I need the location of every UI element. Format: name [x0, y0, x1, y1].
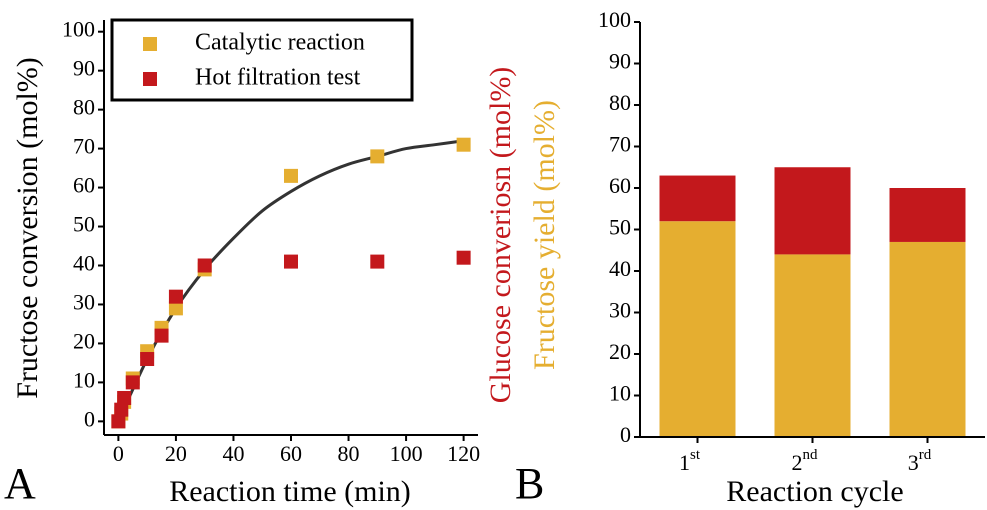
point — [114, 402, 129, 417]
point — [168, 301, 183, 316]
bar-segment — [889, 188, 966, 242]
y-tick-label: 40 — [73, 251, 95, 276]
point — [197, 258, 212, 273]
point — [154, 328, 169, 343]
y-axis-label: Fructose yield (mol%) — [528, 100, 561, 370]
x-tick-sup: rd — [919, 447, 932, 463]
bar-segment — [659, 175, 736, 222]
x-tick-label: 0 — [113, 441, 124, 466]
point — [117, 390, 132, 405]
y-tick-label: 50 — [609, 215, 631, 240]
y-tick-label: 80 — [609, 90, 631, 115]
y-tick-label: 100 — [62, 17, 95, 42]
bar-segment — [774, 167, 851, 255]
y-tick-label: 50 — [73, 212, 95, 237]
point — [125, 375, 140, 390]
y-tick-label: 20 — [609, 339, 631, 364]
x-tick-sup: nd — [803, 447, 819, 463]
x-tick-label: 3rd — [908, 447, 932, 475]
point — [370, 149, 385, 164]
x-tick-label: 100 — [390, 441, 423, 466]
x-tick-label: 40 — [222, 441, 244, 466]
panel-letter: B — [515, 459, 544, 508]
y-tick-label: 10 — [73, 367, 95, 392]
y-tick-label: 40 — [609, 256, 631, 281]
y-tick-label: 80 — [73, 95, 95, 120]
y-tick-label: 0 — [84, 406, 95, 431]
x-tick-label: 60 — [280, 441, 302, 466]
legend-label: Catalytic reaction — [195, 30, 365, 56]
y-axis-label: Glucose converiosn (mol%) — [484, 67, 517, 404]
point — [284, 254, 298, 269]
point — [284, 168, 298, 183]
x-tick-sup: st — [690, 447, 701, 463]
point — [140, 352, 155, 367]
fit-line — [117, 139, 464, 422]
x-axis-label: Reaction cycle — [726, 475, 903, 508]
point — [370, 254, 385, 269]
y-tick-label: 70 — [73, 134, 95, 159]
x-tick-label: 120 — [447, 441, 480, 466]
bar-segment — [659, 221, 736, 437]
x-tick-text: 3 — [908, 450, 919, 475]
x-axis-label: Reaction time (min) — [169, 475, 411, 508]
point — [456, 250, 471, 265]
legend-swatch — [143, 37, 157, 51]
panel-letter: A — [4, 459, 36, 508]
y-tick-label: 10 — [609, 381, 631, 406]
y-tick-label: 60 — [609, 173, 631, 198]
legend-label: Hot filtration test — [195, 65, 361, 91]
bar-segment — [889, 241, 966, 437]
legend-swatch — [143, 72, 157, 86]
x-tick-label: 1st — [679, 447, 701, 475]
y-tick-label: 70 — [609, 132, 631, 157]
legend-box — [110, 18, 414, 102]
x-tick-label: 2nd — [792, 447, 819, 475]
x-tick-label: 80 — [338, 441, 360, 466]
y-tick-label: 30 — [73, 290, 95, 315]
point — [111, 414, 126, 429]
y-tick-label: 90 — [73, 56, 95, 81]
y-tick-label: 90 — [609, 49, 631, 74]
y-tick-label: 100 — [598, 7, 631, 32]
x-tick-label: 20 — [165, 441, 187, 466]
y-tick-label: 20 — [73, 328, 95, 353]
x-tick-text: 1 — [679, 450, 690, 475]
y-tick-label: 30 — [609, 298, 631, 323]
y-axis-label: Fructose conversion (mol%) — [11, 57, 44, 399]
point — [168, 289, 183, 304]
bar-segment — [774, 254, 851, 437]
y-tick-label: 60 — [73, 173, 95, 198]
y-tick-label: 0 — [620, 422, 631, 447]
point — [456, 137, 471, 152]
x-tick-text: 2 — [792, 450, 803, 475]
